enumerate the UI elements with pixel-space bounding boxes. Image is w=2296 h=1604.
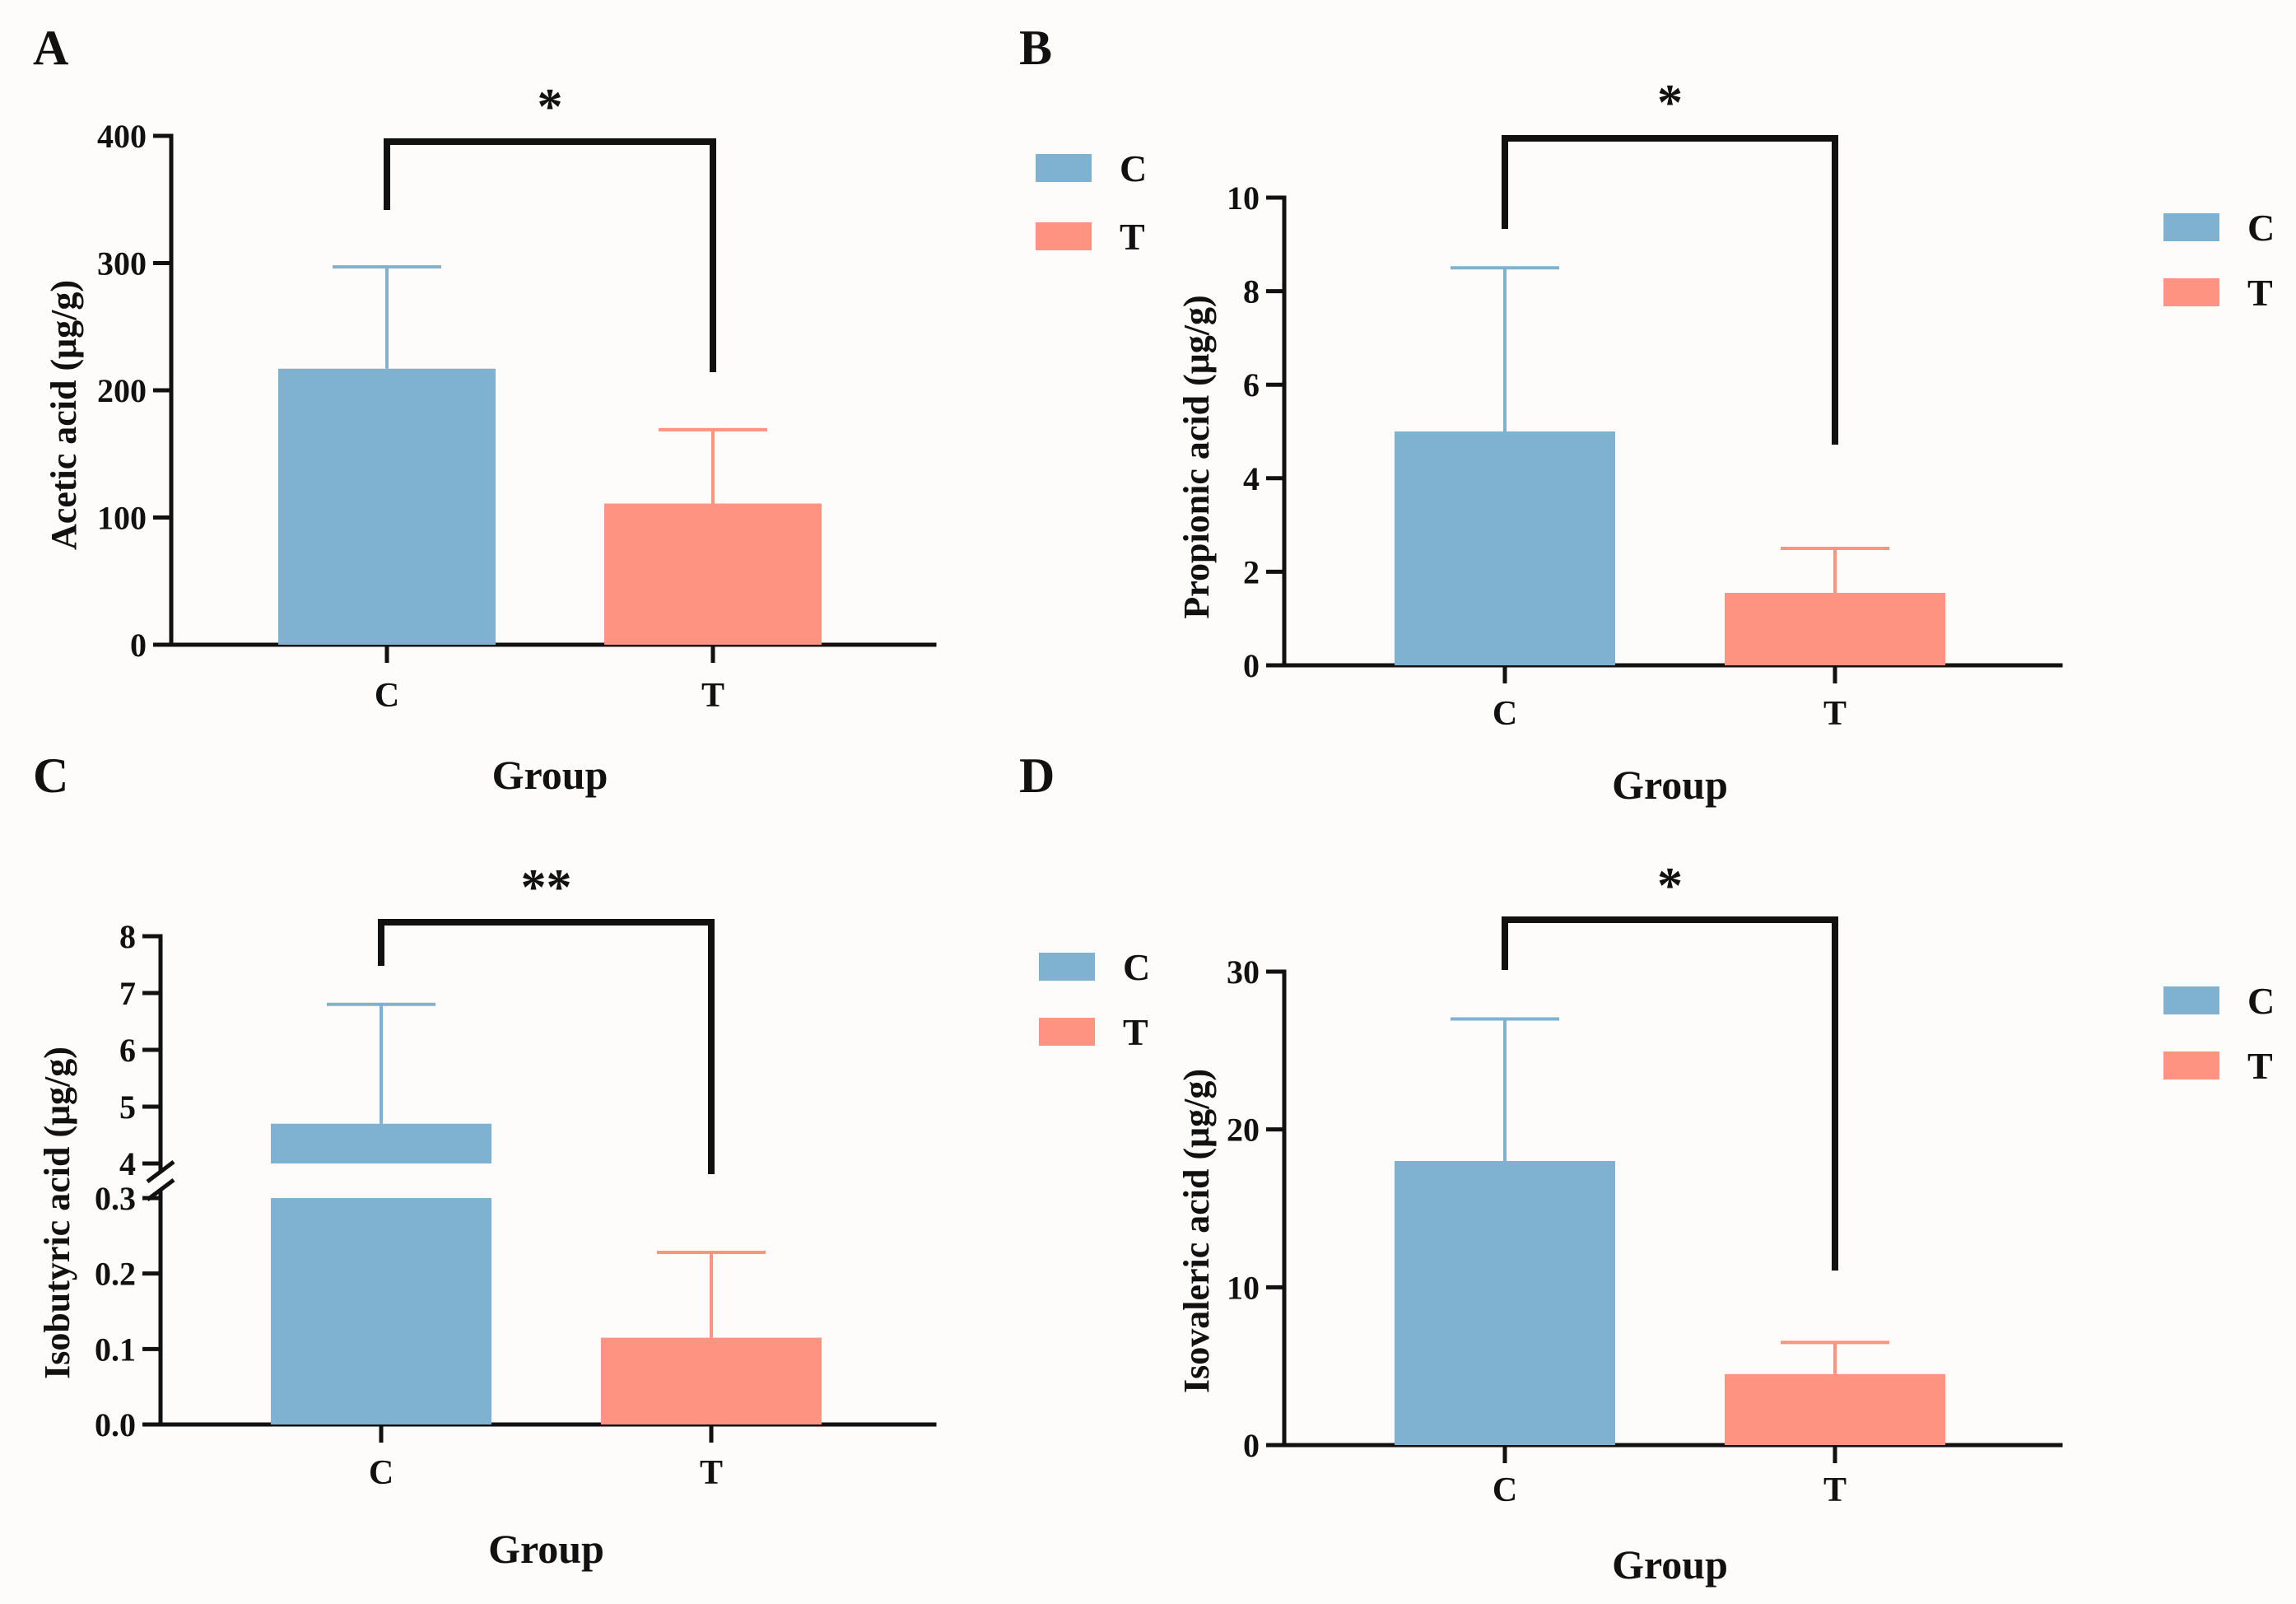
x-tick-label-T: T	[1823, 1471, 1847, 1509]
y-tick-label: 10	[1227, 180, 1260, 217]
bar-T	[1725, 592, 1945, 665]
legend-label-T: T	[2247, 272, 2273, 314]
x-tick-label-T: T	[701, 677, 724, 715]
x-axis-title: Group	[488, 1526, 604, 1572]
legend-swatch-T	[1039, 1018, 1095, 1046]
y-tick-label: 20	[1227, 1112, 1260, 1149]
bar-T	[1725, 1373, 1945, 1445]
legend: CT	[2163, 980, 2275, 1087]
y-tick-label: 400	[97, 118, 147, 155]
x-axis-title: Group	[492, 752, 608, 798]
significance-bracket	[384, 138, 716, 372]
y-tick-label: 8	[119, 918, 136, 955]
y-tick-label: 7	[119, 975, 136, 1012]
x-tick-label-C: C	[375, 677, 399, 715]
y-tick-label: 100	[97, 500, 147, 537]
legend: CT	[2163, 207, 2275, 314]
x-tick-label-C: C	[1493, 1471, 1517, 1509]
bar-C	[1395, 1161, 1615, 1445]
y-tick-label: 0.2	[95, 1256, 136, 1293]
significance-marker: *	[1657, 75, 1683, 131]
legend-label-T: T	[1123, 1011, 1148, 1053]
legend-swatch-T	[2163, 1051, 2219, 1079]
bar-T	[601, 1337, 822, 1424]
significance-marker: *	[1657, 858, 1683, 914]
x-tick-label-C: C	[1493, 695, 1517, 733]
y-axis-title: Propionic acid (μg/g)	[1176, 295, 1217, 618]
legend-label-C: C	[2247, 980, 2275, 1022]
significance-bracket	[1502, 916, 1838, 1271]
y-tick-label: 30	[1227, 954, 1260, 991]
x-tick-label-T: T	[1823, 695, 1847, 733]
x-tick-label-C: C	[369, 1454, 394, 1492]
x-axis-title: Group	[1612, 762, 1728, 808]
bar-T	[604, 503, 822, 645]
axis-break-mark	[146, 1160, 175, 1183]
y-tick-label: 4	[119, 1145, 136, 1182]
legend: CT	[1039, 946, 1150, 1053]
bar-C-upper	[271, 1123, 491, 1163]
bar-C	[1395, 431, 1615, 665]
x-tick-label-T: T	[700, 1454, 723, 1492]
y-tick-label: 4	[1243, 460, 1260, 497]
significance-bracket	[1502, 135, 1838, 445]
panel-label: A	[33, 21, 68, 75]
y-tick-label: 10	[1227, 1269, 1260, 1306]
y-tick-label: 6	[1243, 366, 1260, 403]
y-tick-label: 0	[1243, 647, 1260, 684]
y-tick-label: 0	[1243, 1427, 1260, 1464]
y-tick-label: 0.1	[95, 1331, 136, 1368]
legend-swatch-T	[1036, 222, 1092, 250]
x-axis-title: Group	[1612, 1541, 1728, 1588]
legend-swatch-T	[2163, 278, 2219, 306]
y-tick-label: 0.0	[95, 1406, 136, 1443]
y-tick-label: 2	[1243, 553, 1260, 590]
y-tick-label: 0.3	[95, 1180, 136, 1217]
bar-C-lower	[271, 1198, 491, 1424]
y-axis-title: Isovaleric acid (μg/g)	[1176, 1069, 1217, 1393]
y-tick-label: 200	[97, 372, 147, 409]
legend-swatch-C	[1039, 953, 1095, 981]
significance-marker: **	[521, 860, 572, 916]
significance-bracket	[378, 919, 715, 1174]
legend-swatch-C	[2163, 213, 2219, 241]
legend-label-T: T	[2247, 1045, 2273, 1087]
y-axis-title: Acetic acid (μg/g)	[44, 280, 84, 550]
legend-label-T: T	[1120, 216, 1145, 258]
legend-swatch-C	[1036, 154, 1092, 182]
bar-C	[278, 368, 496, 645]
y-axis-title: Isobutyric acid (μg/g)	[37, 1047, 77, 1379]
y-tick-label: 5	[119, 1089, 136, 1126]
y-tick-label: 300	[97, 245, 147, 282]
y-tick-label: 8	[1243, 273, 1260, 310]
panel-label: B	[1019, 21, 1052, 75]
panel-label: C	[33, 748, 68, 803]
legend-label-C: C	[1123, 946, 1150, 988]
y-tick-label: 0	[130, 627, 147, 664]
legend-label-C: C	[2247, 207, 2275, 249]
y-tick-label: 6	[119, 1032, 136, 1069]
legend: CT	[1036, 147, 1147, 258]
panel-label: D	[1019, 748, 1055, 803]
significance-marker: *	[538, 79, 563, 135]
legend-label-C: C	[1120, 147, 1147, 189]
legend-swatch-C	[2163, 986, 2219, 1014]
